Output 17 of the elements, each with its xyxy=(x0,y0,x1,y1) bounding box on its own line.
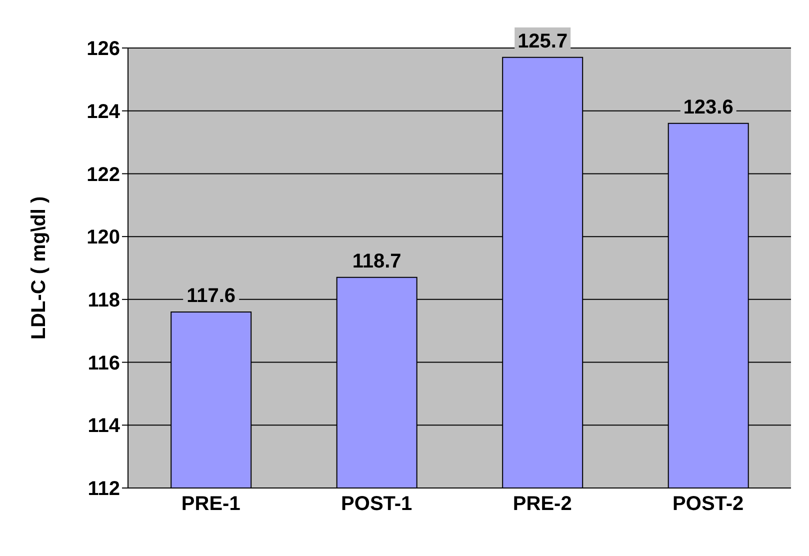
y-tick-label: 124 xyxy=(86,100,121,123)
data-label: 123.6 xyxy=(683,96,734,118)
y-axis-title: LDL-C ( mg\dl ) xyxy=(28,196,50,340)
data-label: 118.7 xyxy=(352,250,402,272)
data-label: 117.6 xyxy=(186,285,236,307)
y-tick-label: 116 xyxy=(88,352,120,374)
y-tick-label: 114 xyxy=(88,415,121,438)
data-label: 125.7 xyxy=(518,30,568,52)
y-tick-label: 112 xyxy=(88,478,120,500)
x-tick-label: PRE-2 xyxy=(512,493,572,516)
y-tick-label: 122 xyxy=(86,164,120,186)
y-tick-label: 126 xyxy=(86,38,120,60)
x-tick-label: POST-1 xyxy=(341,493,412,516)
x-tick-label: PRE-1 xyxy=(181,493,240,516)
y-tick-label: 120 xyxy=(86,226,120,249)
y-tick-label: 118 xyxy=(88,290,120,312)
x-tick-label: POST-2 xyxy=(672,493,744,516)
